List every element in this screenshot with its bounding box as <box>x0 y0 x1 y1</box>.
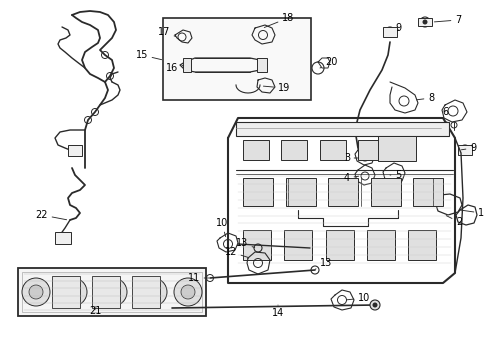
Bar <box>243 140 269 160</box>
Text: 21: 21 <box>89 306 101 316</box>
Text: 7: 7 <box>434 15 461 25</box>
Bar <box>284 230 312 260</box>
Text: 17: 17 <box>158 27 176 37</box>
Circle shape <box>370 300 380 310</box>
Bar <box>383 27 397 37</box>
Circle shape <box>181 285 195 299</box>
Bar <box>52 276 80 308</box>
Circle shape <box>146 285 160 299</box>
Circle shape <box>22 278 50 306</box>
Text: 20: 20 <box>320 57 338 68</box>
Bar <box>243 230 271 260</box>
Circle shape <box>174 278 202 306</box>
Circle shape <box>99 278 127 306</box>
Bar <box>236 122 449 136</box>
Text: 13: 13 <box>315 258 332 269</box>
Text: 5: 5 <box>390 170 401 180</box>
Text: 9: 9 <box>462 143 476 153</box>
Bar <box>370 178 400 206</box>
Circle shape <box>139 278 167 306</box>
Text: 18: 18 <box>264 13 294 27</box>
Circle shape <box>422 19 427 24</box>
Text: 12: 12 <box>224 247 248 258</box>
Text: 2: 2 <box>446 216 462 227</box>
Bar <box>257 58 267 72</box>
Text: 22: 22 <box>35 210 67 220</box>
Text: 10: 10 <box>216 218 228 237</box>
Bar <box>22 272 202 312</box>
Bar <box>413 178 443 206</box>
Bar <box>358 140 384 160</box>
Circle shape <box>66 285 80 299</box>
Text: 4: 4 <box>344 173 359 183</box>
Text: 1: 1 <box>462 208 484 218</box>
Bar <box>132 276 160 308</box>
Bar <box>458 145 472 155</box>
Circle shape <box>29 285 43 299</box>
Bar <box>418 18 432 26</box>
Bar <box>92 276 120 308</box>
Circle shape <box>59 278 87 306</box>
Circle shape <box>372 302 377 307</box>
Text: 14: 14 <box>272 305 284 318</box>
Bar <box>367 230 395 260</box>
Text: 10: 10 <box>346 293 370 303</box>
Bar <box>183 58 191 72</box>
Bar <box>319 140 345 160</box>
Bar <box>325 230 353 260</box>
Text: 13: 13 <box>236 238 255 248</box>
Bar <box>281 140 307 160</box>
Text: 16: 16 <box>166 63 184 73</box>
Text: 11: 11 <box>188 273 209 283</box>
Circle shape <box>106 285 120 299</box>
Bar <box>286 178 316 206</box>
Text: 3: 3 <box>344 153 359 163</box>
Bar <box>378 136 416 161</box>
Bar <box>68 145 82 156</box>
Text: 19: 19 <box>264 83 290 93</box>
Bar <box>243 178 273 206</box>
Bar <box>328 178 358 206</box>
Bar <box>55 232 71 244</box>
Text: 9: 9 <box>395 23 401 33</box>
Bar <box>408 230 436 260</box>
Bar <box>163 18 311 100</box>
Text: 8: 8 <box>416 93 434 103</box>
Text: 15: 15 <box>136 50 162 60</box>
Text: 6: 6 <box>442 107 448 117</box>
Bar <box>18 268 206 316</box>
